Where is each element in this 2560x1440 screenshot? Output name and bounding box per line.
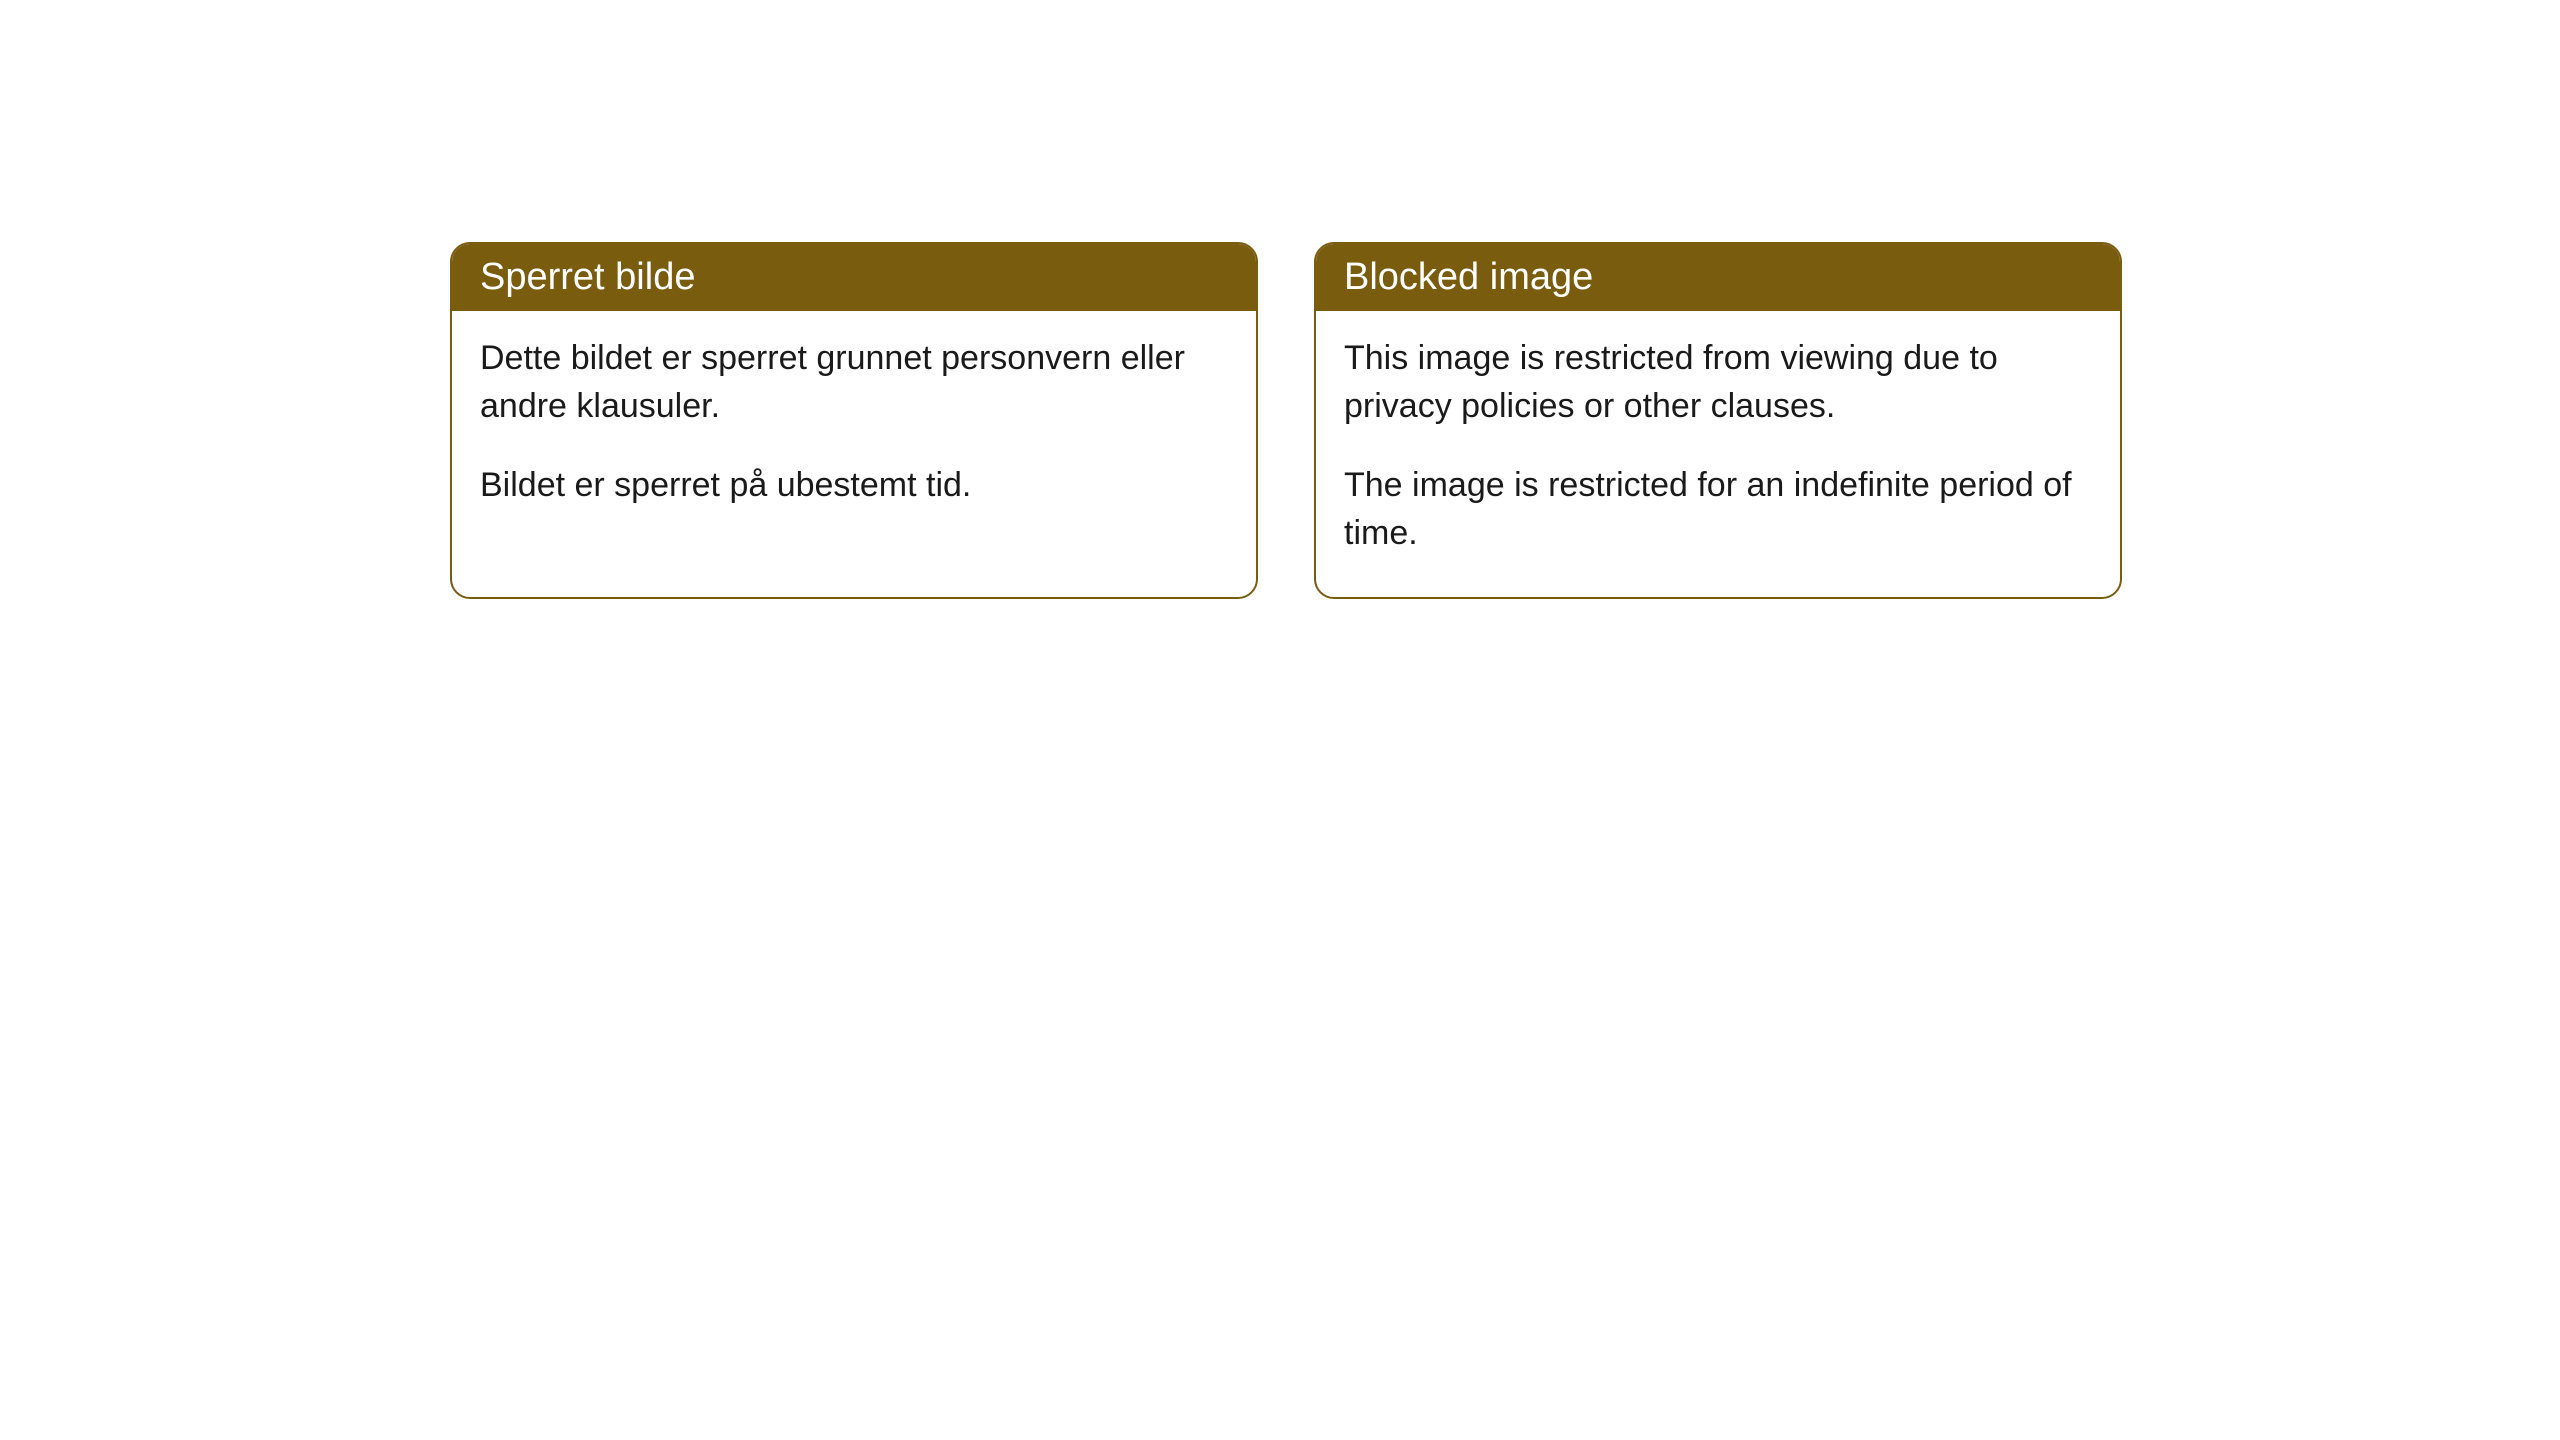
card-norwegian: Sperret bilde Dette bildet er sperret gr… [450, 242, 1258, 599]
card-paragraph-norwegian-1: Dette bildet er sperret grunnet personve… [480, 335, 1228, 430]
card-body-norwegian: Dette bildet er sperret grunnet personve… [452, 311, 1256, 550]
cards-container: Sperret bilde Dette bildet er sperret gr… [450, 242, 2122, 599]
card-english: Blocked image This image is restricted f… [1314, 242, 2122, 599]
card-paragraph-english-2: The image is restricted for an indefinit… [1344, 462, 2092, 557]
card-paragraph-english-1: This image is restricted from viewing du… [1344, 335, 2092, 430]
card-body-english: This image is restricted from viewing du… [1316, 311, 2120, 597]
card-header-norwegian: Sperret bilde [452, 244, 1256, 311]
card-header-english: Blocked image [1316, 244, 2120, 311]
card-paragraph-norwegian-2: Bildet er sperret på ubestemt tid. [480, 462, 1228, 510]
